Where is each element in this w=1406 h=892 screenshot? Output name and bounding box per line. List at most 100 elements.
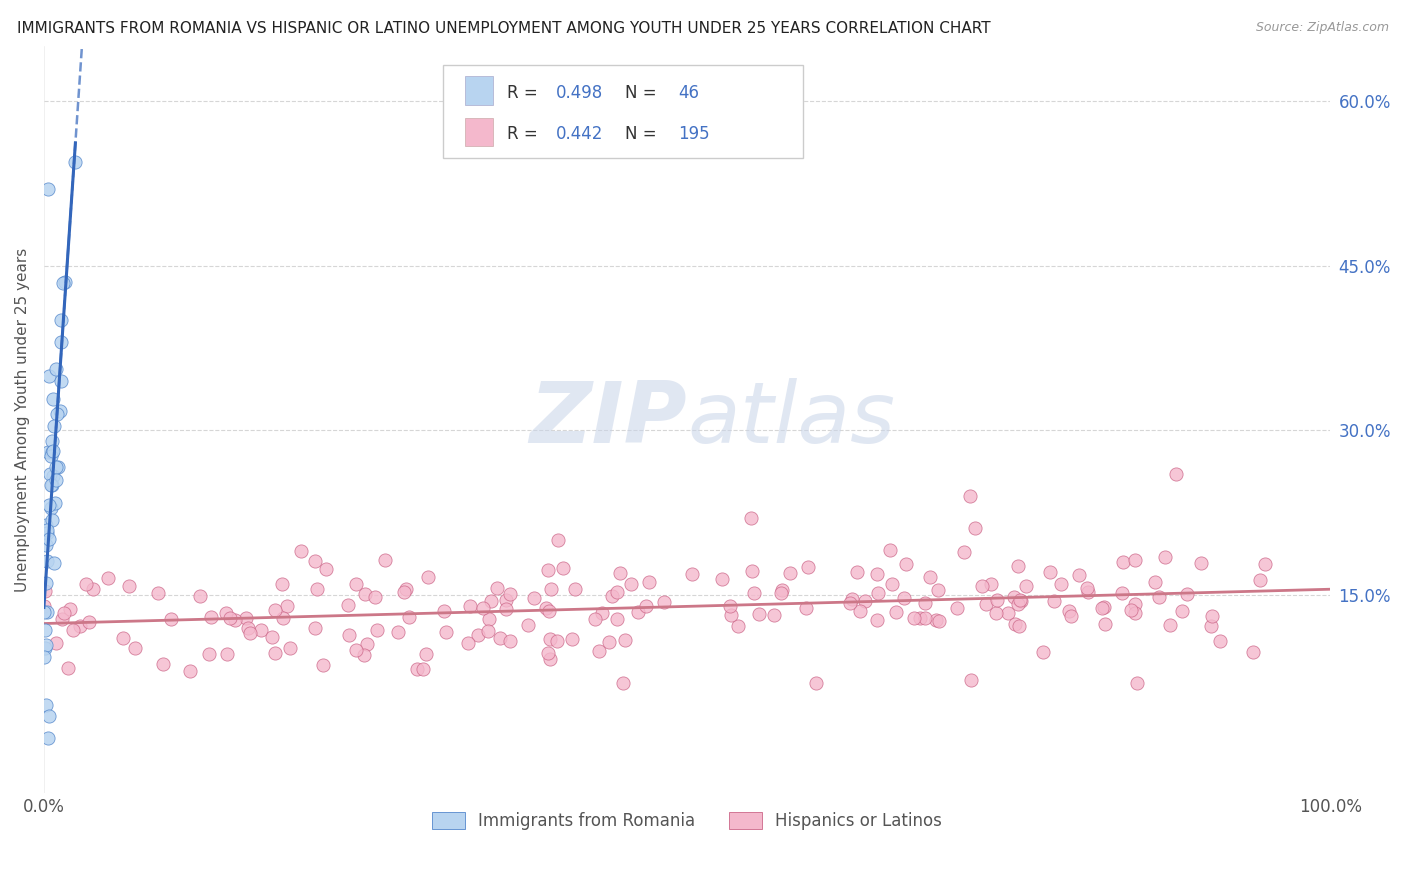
Point: [1039, 565, 1062, 579]
Point: [1091, 601, 1114, 615]
Point: [1123, 553, 1146, 567]
Point: [495, 592, 517, 607]
Point: [118, 579, 141, 593]
Point: [1042, 594, 1064, 608]
Point: [276, 599, 298, 613]
Point: [1032, 645, 1054, 659]
Point: [215, 606, 238, 620]
Point: [927, 583, 949, 598]
Point: [32, 599, 55, 614]
Point: [637, 574, 659, 589]
Point: [486, 581, 509, 595]
Point: [398, 609, 420, 624]
Text: 195: 195: [678, 125, 710, 143]
Point: [959, 489, 981, 503]
Point: [35, 605, 58, 619]
Point: [353, 586, 375, 600]
Point: [1143, 574, 1166, 589]
Point: [433, 604, 456, 618]
Point: [538, 651, 561, 665]
Text: atlas: atlas: [688, 378, 896, 461]
Point: [42, 556, 65, 570]
Point: [62, 624, 84, 638]
Bar: [464, 77, 492, 104]
Point: [77, 615, 100, 629]
Point: [53, 606, 76, 620]
Point: [1241, 645, 1264, 659]
Point: [1067, 568, 1090, 582]
Point: [238, 622, 260, 636]
Text: ZIP: ZIP: [530, 378, 688, 461]
Point: [914, 596, 936, 610]
Point: [853, 594, 876, 608]
Point: [39, 467, 62, 482]
Point: [55, 275, 77, 289]
Point: [609, 566, 631, 581]
Point: [364, 590, 387, 604]
Point: [344, 577, 367, 591]
Point: [481, 593, 503, 607]
Point: [337, 598, 360, 612]
Point: [499, 634, 522, 648]
Point: [415, 648, 437, 662]
Point: [49, 313, 72, 327]
Point: [97, 571, 120, 585]
Point: [44, 418, 66, 433]
Point: [45, 636, 67, 650]
Point: [37, 525, 59, 540]
Point: [740, 511, 762, 525]
Point: [681, 567, 703, 582]
Point: [965, 521, 987, 535]
Point: [477, 624, 499, 639]
Point: [866, 567, 889, 582]
Point: [748, 607, 770, 621]
Point: [32, 605, 55, 619]
Point: [779, 566, 801, 581]
Point: [38, 532, 60, 546]
Point: [908, 611, 931, 625]
Point: [39, 450, 62, 464]
Point: [849, 604, 872, 618]
Point: [1008, 592, 1031, 607]
Point: [1008, 618, 1031, 632]
Text: N =: N =: [626, 84, 662, 102]
Bar: [464, 118, 492, 146]
Point: [1050, 577, 1073, 591]
Point: [652, 595, 675, 609]
Point: [34, 623, 56, 637]
Point: [495, 602, 517, 616]
Point: [45, 361, 67, 376]
Point: [41, 445, 63, 459]
Text: R =: R =: [508, 125, 543, 143]
Point: [583, 612, 606, 626]
Point: [49, 404, 72, 418]
Point: [1010, 593, 1032, 607]
FancyBboxPatch shape: [443, 65, 803, 158]
Point: [538, 603, 561, 617]
Point: [37, 523, 59, 537]
Point: [37, 445, 59, 459]
Point: [986, 593, 1008, 607]
Point: [344, 643, 367, 657]
Point: [271, 577, 294, 591]
Y-axis label: Unemployment Among Youth under 25 years: Unemployment Among Youth under 25 years: [15, 247, 30, 591]
Point: [1077, 584, 1099, 599]
Point: [499, 587, 522, 601]
Point: [976, 597, 998, 611]
Point: [718, 599, 741, 614]
Point: [924, 613, 946, 627]
Point: [82, 582, 104, 596]
Point: [337, 628, 360, 642]
Point: [1199, 618, 1222, 632]
Point: [1112, 555, 1135, 569]
Point: [517, 617, 540, 632]
Point: [356, 637, 378, 651]
Point: [49, 335, 72, 350]
Point: [41, 443, 63, 458]
Point: [613, 633, 636, 648]
Point: [412, 662, 434, 676]
Point: [770, 586, 793, 600]
Point: [980, 577, 1002, 591]
Point: [406, 661, 429, 675]
Point: [436, 624, 458, 639]
